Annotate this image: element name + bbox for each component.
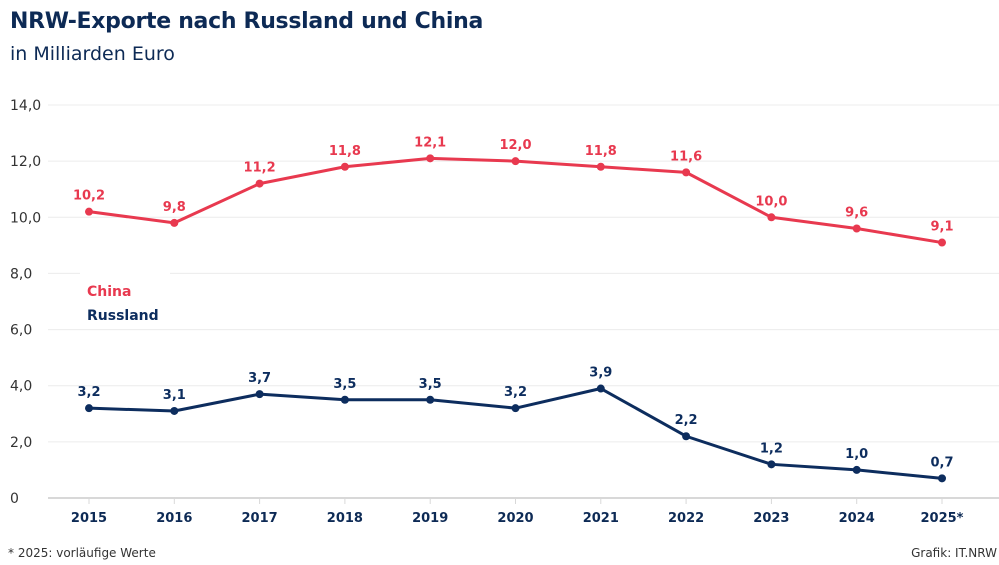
data-label: 2,2 xyxy=(675,413,698,428)
data-label: 12,0 xyxy=(499,138,531,153)
x-tick-label: 2017 xyxy=(242,511,278,526)
x-tick-label: 2018 xyxy=(327,511,363,526)
legend-item-china: China xyxy=(87,284,131,300)
chart-title: NRW-Exporte nach Russland und China xyxy=(10,9,483,34)
data-label: 9,8 xyxy=(163,200,186,215)
data-point xyxy=(938,238,946,247)
data-point xyxy=(511,157,520,166)
data-label: 10,0 xyxy=(755,194,787,209)
data-point xyxy=(852,224,861,233)
x-tick-label: 2019 xyxy=(412,511,448,526)
data-point xyxy=(255,390,264,399)
y-tick-label: 14,0 xyxy=(10,98,41,114)
x-tick-label: 2016 xyxy=(156,511,192,526)
y-tick-label: 0 xyxy=(10,491,19,507)
source-credit: Grafik: IT.NRW xyxy=(911,546,997,560)
data-label: 11,8 xyxy=(329,144,361,159)
y-tick-label: 10,0 xyxy=(10,210,41,226)
data-label: 0,7 xyxy=(930,455,953,470)
data-point xyxy=(852,465,861,474)
data-label: 3,7 xyxy=(248,371,271,386)
data-label: 12,1 xyxy=(414,135,446,150)
x-tick-label: 2021 xyxy=(583,511,619,526)
data-label: 3,5 xyxy=(419,377,442,392)
x-tick-label: 2023 xyxy=(753,511,789,526)
data-point xyxy=(85,404,93,413)
y-tick-label: 6,0 xyxy=(10,323,32,339)
y-tick-label: 12,0 xyxy=(10,154,41,170)
legend-item-russland: Russland xyxy=(87,308,159,324)
data-label: 3,9 xyxy=(589,366,612,381)
data-point xyxy=(511,404,520,413)
data-label: 1,0 xyxy=(845,447,868,462)
data-label: 11,2 xyxy=(244,161,276,176)
x-tick-label: 2025* xyxy=(921,511,964,526)
data-label: 11,6 xyxy=(670,149,702,164)
data-point xyxy=(596,162,605,171)
x-tick-label: 2024 xyxy=(839,511,875,526)
legend-box xyxy=(80,272,170,328)
x-tick-label: 2022 xyxy=(668,511,704,526)
x-tick-label: 2015 xyxy=(71,511,107,526)
data-point xyxy=(426,154,435,163)
data-label: 9,6 xyxy=(845,206,868,221)
data-label: 3,1 xyxy=(163,388,186,403)
data-label: 3,5 xyxy=(333,377,356,392)
x-tick-label: 2020 xyxy=(497,511,533,526)
data-point xyxy=(426,395,435,404)
series-line-china xyxy=(88,156,943,245)
y-tick-label: 4,0 xyxy=(10,379,32,395)
y-tick-label: 2,0 xyxy=(10,435,32,451)
data-point xyxy=(938,474,946,483)
data-label: 1,2 xyxy=(760,441,783,456)
data-label: 9,1 xyxy=(930,220,953,235)
data-point xyxy=(340,395,349,404)
data-point xyxy=(340,162,349,171)
series-line-russland xyxy=(88,387,943,480)
data-label: 11,8 xyxy=(585,144,617,159)
data-point xyxy=(767,213,776,222)
data-label: 3,2 xyxy=(504,385,527,400)
footnote: * 2025: vorläufige Werte xyxy=(8,546,156,560)
data-point xyxy=(596,384,605,393)
data-point xyxy=(170,218,179,227)
data-point xyxy=(682,432,691,441)
data-point xyxy=(682,168,691,177)
data-point xyxy=(255,179,264,188)
data-label: 10,2 xyxy=(73,189,105,204)
chart-subtitle: in Milliarden Euro xyxy=(10,43,175,65)
y-tick-label: 8,0 xyxy=(10,266,32,282)
data-point xyxy=(767,460,776,469)
data-point xyxy=(170,406,179,415)
data-label: 3,2 xyxy=(77,385,100,400)
data-point xyxy=(85,207,93,216)
